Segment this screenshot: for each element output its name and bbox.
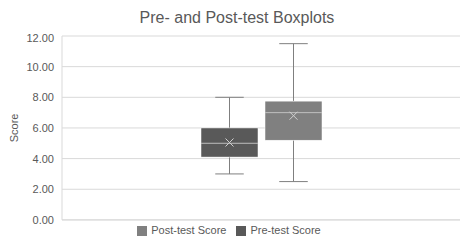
html-text:Pre-test Score: Pre-test Score bbox=[250, 223, 321, 236]
svg-text:4.00: 4.00 bbox=[33, 153, 54, 165]
svg-text:12.00: 12.00 bbox=[26, 32, 54, 44]
svg-text:6.00: 6.00 bbox=[33, 122, 54, 134]
svg-text:0.00: 0.00 bbox=[33, 214, 54, 226]
svg-text:2.00: 2.00 bbox=[33, 183, 54, 195]
svg-text:8.00: 8.00 bbox=[33, 91, 54, 103]
svg-text:Score: Score bbox=[8, 114, 20, 143]
html-text:Post-test Score: Post-test Score bbox=[151, 223, 227, 236]
html-text:Pre- and Post-test Boxplots: Pre- and Post-test Boxplots bbox=[139, 9, 335, 26]
svg-text:10.00: 10.00 bbox=[26, 61, 54, 73]
